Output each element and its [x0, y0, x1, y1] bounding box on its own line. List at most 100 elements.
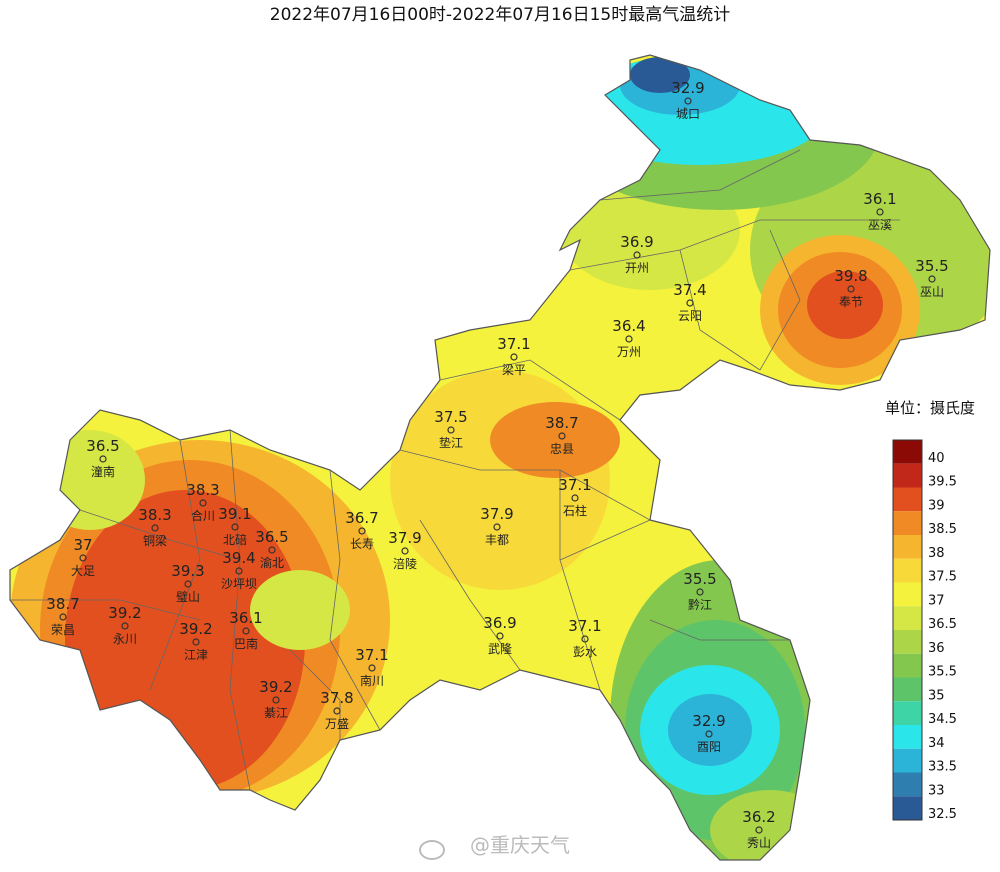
legend-swatch: [893, 582, 922, 607]
district-borders: [10, 149, 900, 791]
station-dot: [876, 208, 884, 216]
legend-swatch: [893, 558, 922, 583]
station-value: 36.2: [742, 808, 775, 826]
station-dot: [625, 335, 633, 343]
station-name: 垫江: [439, 435, 463, 450]
station-name: 潼南: [91, 464, 115, 479]
station-dot: [928, 275, 936, 283]
station-value: 35.5: [683, 570, 716, 588]
station-dot: [151, 524, 159, 532]
station-value: 38.7: [545, 414, 578, 432]
station-value: 36.1: [229, 609, 262, 627]
station-dot: [368, 664, 376, 672]
station-dot: [121, 622, 129, 630]
station-name: 开州: [625, 261, 649, 275]
station-dot: [242, 627, 250, 635]
station-value: 37: [73, 536, 92, 554]
legend-swatch: [893, 677, 922, 702]
station-name: 万州: [617, 345, 641, 359]
station-value: 37.8: [320, 689, 353, 707]
legend-swatch: [893, 535, 922, 559]
station-value: 36.1: [863, 190, 896, 208]
station-name: 忠县: [550, 442, 574, 456]
legend-swatch: [893, 653, 922, 678]
station-dot: [755, 826, 763, 834]
station-value: 39.2: [179, 620, 212, 638]
station-dot: [633, 251, 641, 259]
station-name: 梁平: [502, 362, 526, 377]
station-name: 石柱: [563, 503, 587, 518]
station-value: 37.9: [388, 529, 421, 547]
station-name: 云阳: [678, 309, 702, 323]
legend-label: 35: [928, 688, 945, 703]
station-dot: [847, 285, 855, 293]
station-dot: [581, 635, 589, 643]
station-name: 江津: [184, 648, 208, 662]
station-name: 万盛: [325, 716, 349, 731]
station-dot: [99, 455, 107, 463]
station-value: 37.9: [480, 505, 513, 523]
station-value: 38.3: [186, 481, 219, 499]
station-dot: [79, 554, 87, 562]
station-value: 36.5: [255, 528, 288, 546]
legend-label: 40: [928, 451, 945, 466]
station-name: 武隆: [488, 641, 512, 656]
station-dot: [447, 426, 455, 434]
legend-label: 34.5: [928, 712, 957, 727]
station-name: 彭水: [573, 645, 597, 659]
station-dot: [192, 638, 200, 646]
station-name: 涪陵: [393, 556, 417, 571]
station-value: 37.1: [355, 646, 388, 664]
station-dot: [59, 613, 67, 621]
station-name: 大足: [71, 564, 95, 578]
station-value: 36.7: [345, 509, 378, 527]
station-dot: [571, 494, 579, 502]
station-dot: [705, 730, 713, 738]
station-value: 35.5: [915, 257, 948, 275]
station-dot: [696, 588, 704, 596]
legend-swatch: [893, 772, 922, 797]
station-name: 黔江: [688, 597, 712, 612]
legend-label: 39: [928, 498, 945, 513]
station-name: 合川: [191, 508, 215, 523]
station-dot: [684, 97, 692, 105]
legend-swatch: [893, 511, 922, 535]
legend-swatch: [893, 701, 922, 725]
station-value: 39.8: [834, 267, 867, 285]
weibo-logo: [419, 840, 445, 860]
legend-label: 35.5: [928, 665, 957, 680]
station-name: 城口: [676, 107, 700, 121]
station-name: 綦江: [264, 706, 288, 720]
map-title: 2022年07月16日00时-2022年07月16日15时最高气温统计: [270, 5, 730, 25]
station-name: 秀山: [747, 836, 771, 850]
station-dot: [496, 632, 504, 640]
station-value: 37.1: [497, 335, 530, 353]
legend-swatch: [893, 630, 922, 654]
temperature-field: [10, 55, 990, 860]
station-value: 39.3: [171, 562, 204, 580]
station-dot: [231, 523, 239, 531]
station-value: 32.9: [692, 712, 725, 730]
station-dot: [199, 499, 207, 507]
station-name: 丰都: [485, 533, 509, 547]
station-dot: [558, 432, 566, 440]
legend-label: 39.5: [928, 475, 957, 490]
legend-label: 38: [928, 546, 945, 561]
station-name: 酉阳: [697, 740, 721, 754]
station-value: 39.2: [259, 678, 292, 696]
station-name: 巴南: [234, 636, 258, 651]
legend-label: 34: [928, 736, 945, 751]
station-value: 38.7: [46, 595, 79, 613]
station-name: 北碚: [223, 532, 247, 547]
legend-label: 33: [928, 783, 945, 798]
station-value: 36.5: [86, 437, 119, 455]
station-value: 37.1: [568, 617, 601, 635]
station-name: 荣昌: [51, 623, 75, 637]
legend-label: 37: [928, 593, 945, 608]
station-value: 37.1: [558, 476, 591, 494]
station-name: 渝北: [260, 555, 284, 570]
legend-swatch: [893, 440, 922, 464]
station-dot: [272, 696, 280, 704]
legend-swatch: [893, 606, 922, 630]
